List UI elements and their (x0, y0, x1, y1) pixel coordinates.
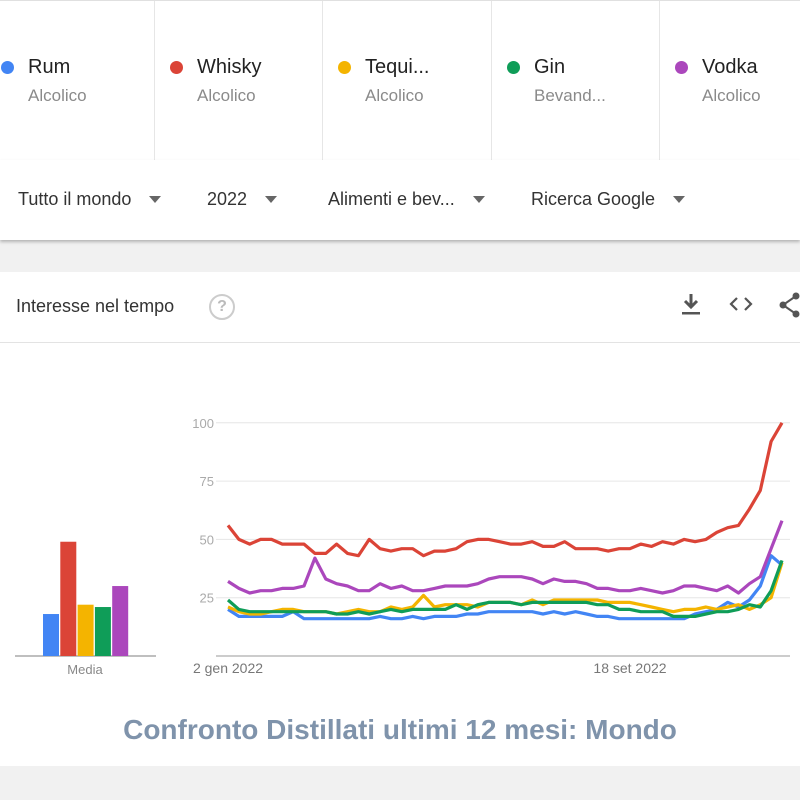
series-line-vodka (227, 520, 784, 595)
series-color-dot (338, 61, 351, 74)
term-category: Alcolico (365, 86, 424, 105)
share-icon[interactable] (778, 292, 800, 324)
term-card-vodka[interactable]: Vodka Alcolico (659, 1, 800, 160)
term-card-whisky[interactable]: Whisky Alcolico (154, 1, 322, 160)
card-header: Interesse nel tempo ? (0, 272, 800, 343)
x-tick-label: 2 gen 2022 (193, 660, 263, 676)
y-tick-label: 75 (200, 474, 214, 489)
category-label: Alimenti e bev... (328, 189, 455, 209)
bar-axis-label: Media (67, 662, 103, 677)
region-label: Tutto il mondo (18, 189, 132, 209)
term-name: Tequi... (365, 56, 430, 78)
series-color-dot (675, 61, 688, 74)
caret-down-icon (472, 196, 485, 203)
term-category: Alcolico (28, 86, 87, 105)
term-name: Whisky (197, 56, 262, 78)
average-bar-tequila (77, 604, 94, 656)
average-bar-rum (43, 614, 59, 656)
y-tick-label: 50 (200, 532, 214, 547)
series-color-dot (1, 61, 14, 74)
filters-bar: Tutto il mondo 2022 Alimenti e bev... Ri… (0, 160, 800, 240)
series-color-dot (170, 61, 183, 74)
question-circle-icon[interactable]: ? (209, 294, 235, 320)
overlay-title: Confronto Distillati ultimi 12 mesi: Mon… (123, 714, 677, 745)
card-title: Interesse nel tempo (16, 296, 175, 316)
term-name: Vodka (702, 56, 758, 78)
term-card-rum[interactable]: Rum Alcolico (0, 1, 155, 160)
term-category: Alcolico (702, 86, 761, 105)
average-bar-whisky (60, 541, 77, 656)
category-dropdown[interactable]: Alimenti e bev... (328, 189, 485, 210)
caret-down-icon (673, 196, 686, 203)
average-bar-vodka (112, 586, 129, 656)
term-card-gin[interactable]: Gin Bevand... (491, 1, 659, 160)
embed-icon[interactable] (728, 292, 754, 322)
series-line-gin (226, 559, 784, 619)
series-line-whisky (226, 421, 784, 558)
interest-over-time-card: Interesse nel tempo ? (0, 272, 800, 766)
period-dropdown[interactable]: 2022 (207, 189, 278, 210)
x-tick-label: 18 set 2022 (593, 660, 666, 676)
period-label: 2022 (207, 189, 248, 209)
y-tick-label: 100 (192, 416, 214, 431)
source-dropdown[interactable]: Ricerca Google (531, 189, 686, 210)
average-bar-gin (94, 607, 111, 656)
region-dropdown[interactable]: Tutto il mondo (18, 189, 162, 210)
download-icon[interactable] (680, 292, 702, 322)
term-name: Rum (28, 56, 71, 78)
caret-down-icon (265, 196, 278, 203)
caret-down-icon (149, 196, 162, 203)
y-tick-label: 25 (200, 591, 214, 606)
series-color-dot (507, 61, 520, 74)
term-name: Gin (534, 56, 566, 78)
term-category: Alcolico (197, 86, 256, 105)
source-label: Ricerca Google (531, 189, 656, 209)
term-card-tequila[interactable]: Tequi... Alcolico (322, 1, 491, 160)
compare-terms-bar: Rum Alcolico Whisky Alcolico Tequi... Al… (0, 0, 800, 161)
term-category: Bevand... (534, 86, 606, 105)
